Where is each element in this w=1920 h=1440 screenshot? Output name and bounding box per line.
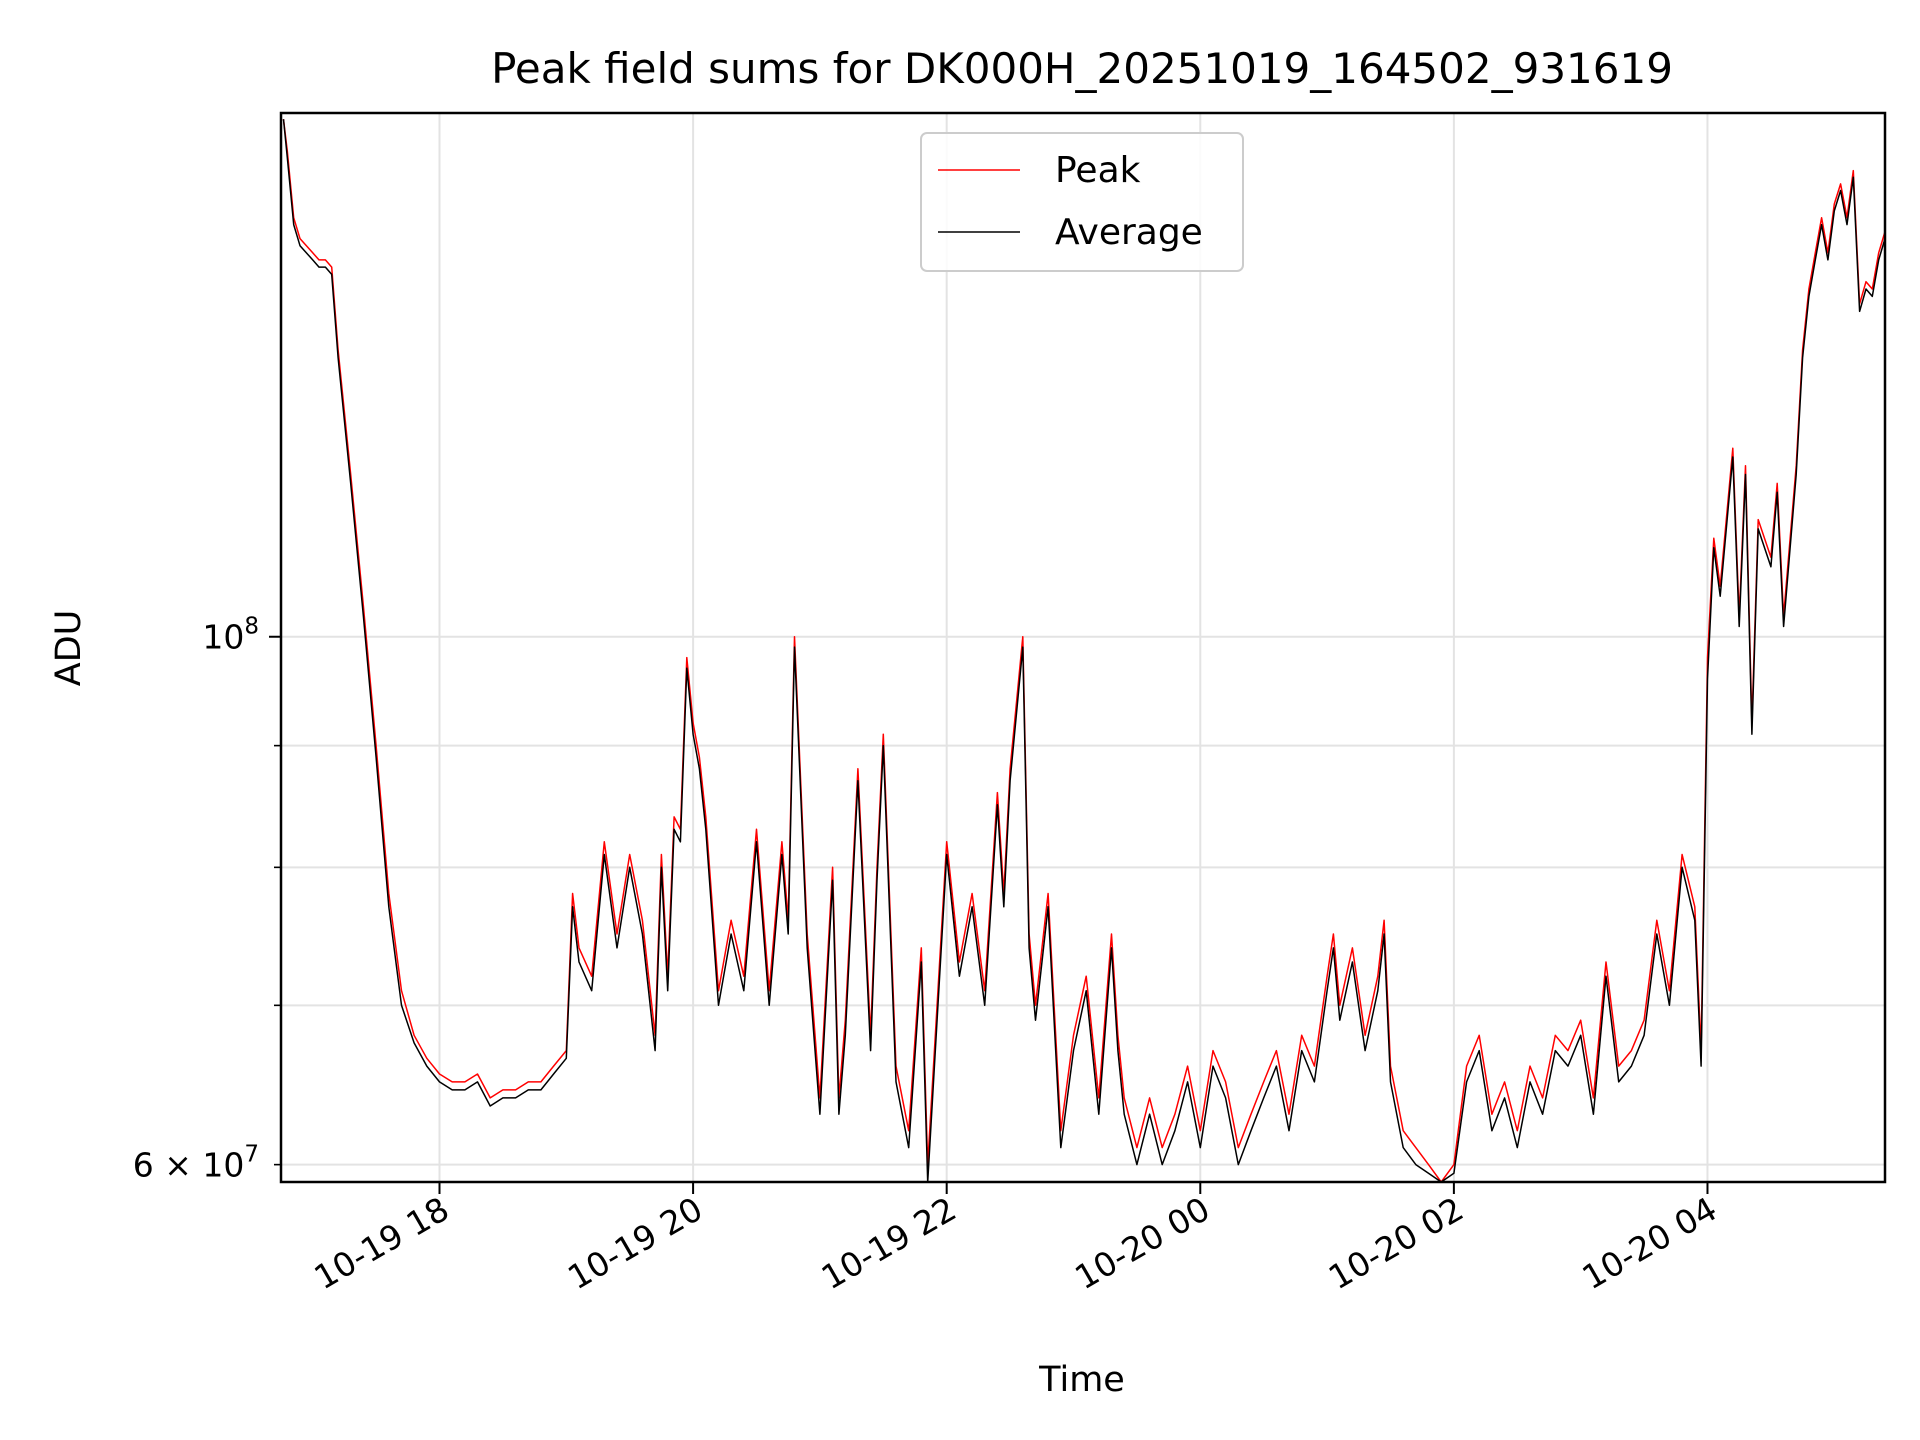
y-axis-label: ADU (49, 610, 89, 687)
grid-lines (281, 113, 1885, 1182)
series-line-average (282, 119, 1886, 1183)
legend-box (920, 132, 1244, 272)
legend-peak-label: Peak (1055, 150, 1141, 191)
chart-title: Peak field sums for DK000H_20251019_1645… (491, 44, 1673, 93)
plot-frame (279, 111, 1887, 1184)
y-axis-ticks: 108 6 × 107 (133, 614, 281, 1185)
y-tick-label: 108 (202, 614, 259, 657)
series-lines (282, 119, 1886, 1183)
legend: Peak Average (920, 132, 1244, 272)
legend-average-label: Average (1055, 212, 1203, 253)
x-axis-label: Time (1038, 1360, 1125, 1400)
y-tick-label: 6 × 107 (133, 1142, 259, 1185)
